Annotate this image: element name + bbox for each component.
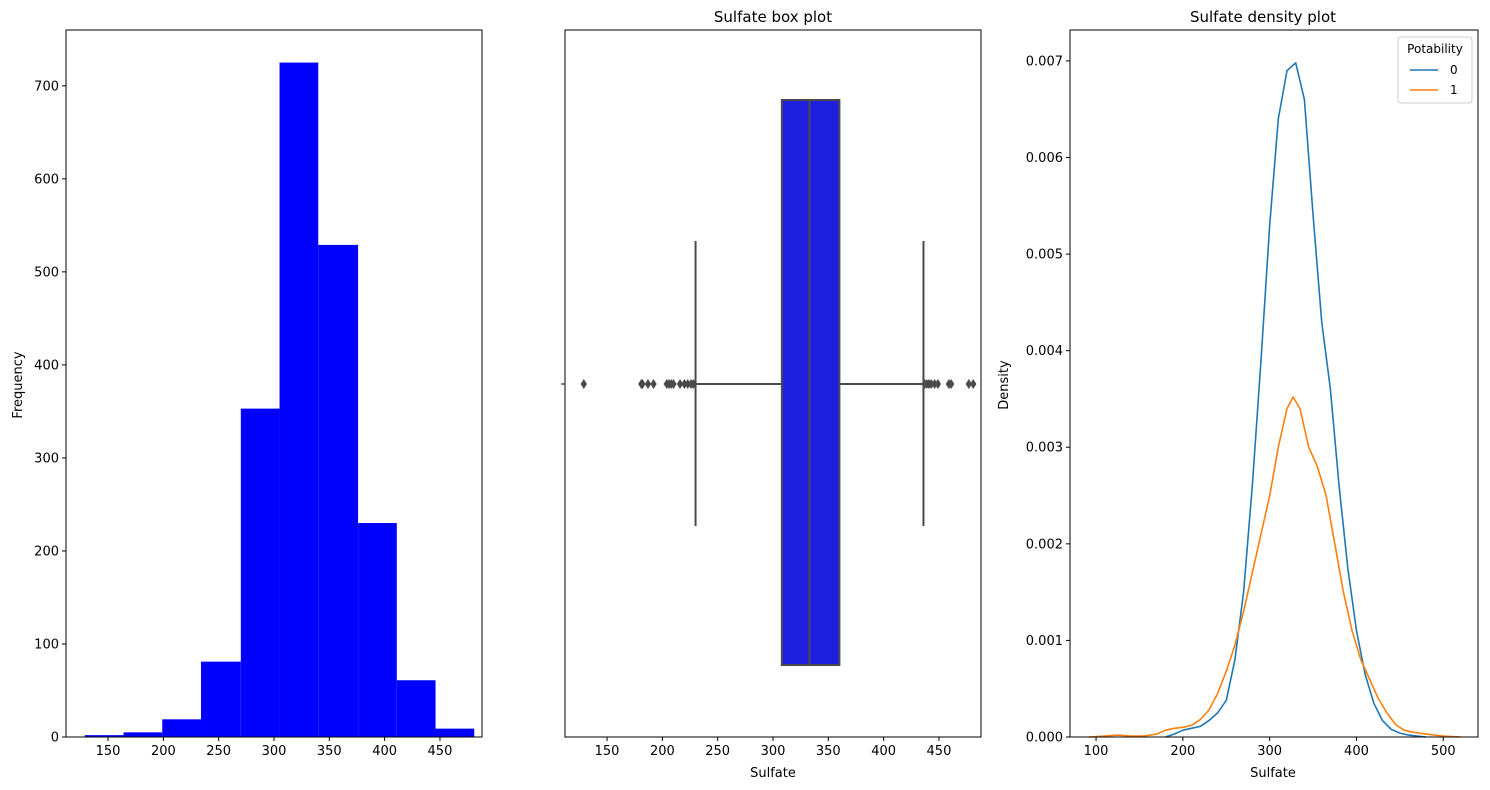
- x-tick-label: 300: [1257, 744, 1282, 759]
- density-xlabel: Sulfate: [1250, 766, 1296, 781]
- legend-label-1: 1: [1450, 83, 1458, 97]
- x-tick-label: 350: [816, 744, 841, 759]
- density-title: Sulfate density plot: [1190, 8, 1336, 26]
- histogram-bar: [358, 523, 397, 737]
- x-tick-label: 150: [595, 744, 620, 759]
- outlier-point: [934, 379, 942, 389]
- density-line-1: [1089, 396, 1461, 738]
- histogram-bar: [396, 680, 436, 737]
- density-plot-frame: [1069, 29, 1479, 738]
- boxplot-xlabel: Sulfate: [750, 766, 796, 781]
- x-tick-label: 200: [151, 744, 176, 759]
- histogram-bar: [200, 661, 241, 737]
- x-tick-label: 450: [428, 744, 453, 759]
- x-tick-label: 300: [262, 744, 287, 759]
- x-tick-label: 400: [372, 744, 397, 759]
- x-tick-label: 150: [96, 744, 121, 759]
- y-tick-label: 0.005: [1026, 248, 1063, 263]
- legend-label-0: 0: [1450, 63, 1458, 77]
- y-tick-label: 600: [34, 172, 59, 187]
- x-tick-label: 200: [650, 744, 675, 759]
- density-x-ticks: 100 200 300 400 500: [1084, 737, 1456, 759]
- histogram-bar: [123, 732, 163, 737]
- x-tick-label: 400: [871, 744, 896, 759]
- outlier-point: [965, 379, 973, 389]
- x-tick-label: 250: [705, 744, 730, 759]
- outlier-point: [684, 379, 692, 389]
- boxplot-title: Sulfate box plot: [714, 8, 832, 26]
- outlier-point: [644, 379, 652, 389]
- histogram-x-ticks: 150 200 250 300 350 400 450: [96, 737, 453, 759]
- density-legend: Potability 0 1: [1397, 36, 1473, 104]
- outlier-point: [650, 379, 657, 389]
- y-tick-label: 700: [34, 79, 59, 94]
- histogram-bar: [435, 728, 475, 737]
- histogram-y-ticks: 0 100 200 300 400 500 600 700: [34, 79, 66, 746]
- histogram-panel: Frequency 150 200 250 300 350 400 450 0 100 200 3…: [11, 29, 483, 759]
- iqr-box: [780, 99, 841, 666]
- density-panel: Sulfate density plot Density 100 200 300 40…: [997, 8, 1479, 781]
- histogram-bar: [318, 244, 359, 737]
- outlier-point: [639, 379, 646, 389]
- outlier-point: [580, 379, 588, 389]
- x-tick-label: 250: [206, 744, 231, 759]
- y-tick-label: 0.006: [1026, 151, 1063, 166]
- outlier-point: [670, 379, 677, 389]
- boxplot-x-ticks: 150 200 250 300 350 400 450: [595, 737, 952, 759]
- y-tick-label: 0.004: [1026, 344, 1063, 359]
- outlier-point: [681, 379, 688, 389]
- outlier-point: [931, 379, 938, 389]
- outlier-point: [690, 379, 697, 389]
- y-tick-label: 500: [34, 265, 59, 280]
- legend-title: Potability: [1407, 42, 1463, 56]
- outlier-point: [676, 379, 684, 389]
- x-tick-label: 350: [317, 744, 342, 759]
- density-line-0: [1165, 61, 1426, 738]
- histogram-bar: [240, 408, 280, 737]
- y-tick-label: 0.001: [1026, 634, 1063, 649]
- y-tick-label: 200: [34, 544, 59, 559]
- density-y-ticks: 0.000 0.001 0.002 0.003 0.004 0.005 0.006 0.007: [1026, 54, 1070, 746]
- y-tick-label: 300: [34, 451, 59, 466]
- y-tick-label: 400: [34, 358, 59, 373]
- boxplot-panel: Sulfate box plot 150 200 250 300 350 400 450 S…: [561, 8, 982, 781]
- histogram-bars: [84, 62, 475, 738]
- x-tick-label: 100: [1084, 744, 1109, 759]
- boxplot-plot-frame: [564, 29, 982, 738]
- outlier-point: [947, 379, 955, 389]
- y-tick-label: 0.002: [1026, 537, 1063, 552]
- histogram-ylabel: Frequency: [11, 351, 26, 418]
- x-tick-label: 400: [1344, 744, 1369, 759]
- boxplot-outliers: [580, 379, 977, 389]
- outlier-point: [970, 379, 977, 389]
- density-lines: [1089, 61, 1461, 738]
- histogram-plot-frame: [65, 29, 483, 738]
- y-tick-label: 100: [34, 637, 59, 652]
- y-tick-label: 0.007: [1026, 54, 1063, 69]
- x-tick-label: 300: [761, 744, 786, 759]
- y-tick-label: 0.000: [1026, 731, 1063, 746]
- x-tick-label: 450: [927, 744, 952, 759]
- density-ylabel: Density: [997, 360, 1012, 410]
- y-tick-label: 0.003: [1026, 441, 1063, 456]
- boxplot-elements: [694, 99, 925, 666]
- x-tick-label: 500: [1431, 744, 1456, 759]
- x-tick-label: 200: [1170, 744, 1195, 759]
- histogram-bar: [162, 719, 201, 737]
- outlier-point: [928, 379, 935, 389]
- y-tick-label: 0: [51, 731, 59, 746]
- histogram-bar: [279, 62, 319, 738]
- histogram-bar: [84, 735, 124, 737]
